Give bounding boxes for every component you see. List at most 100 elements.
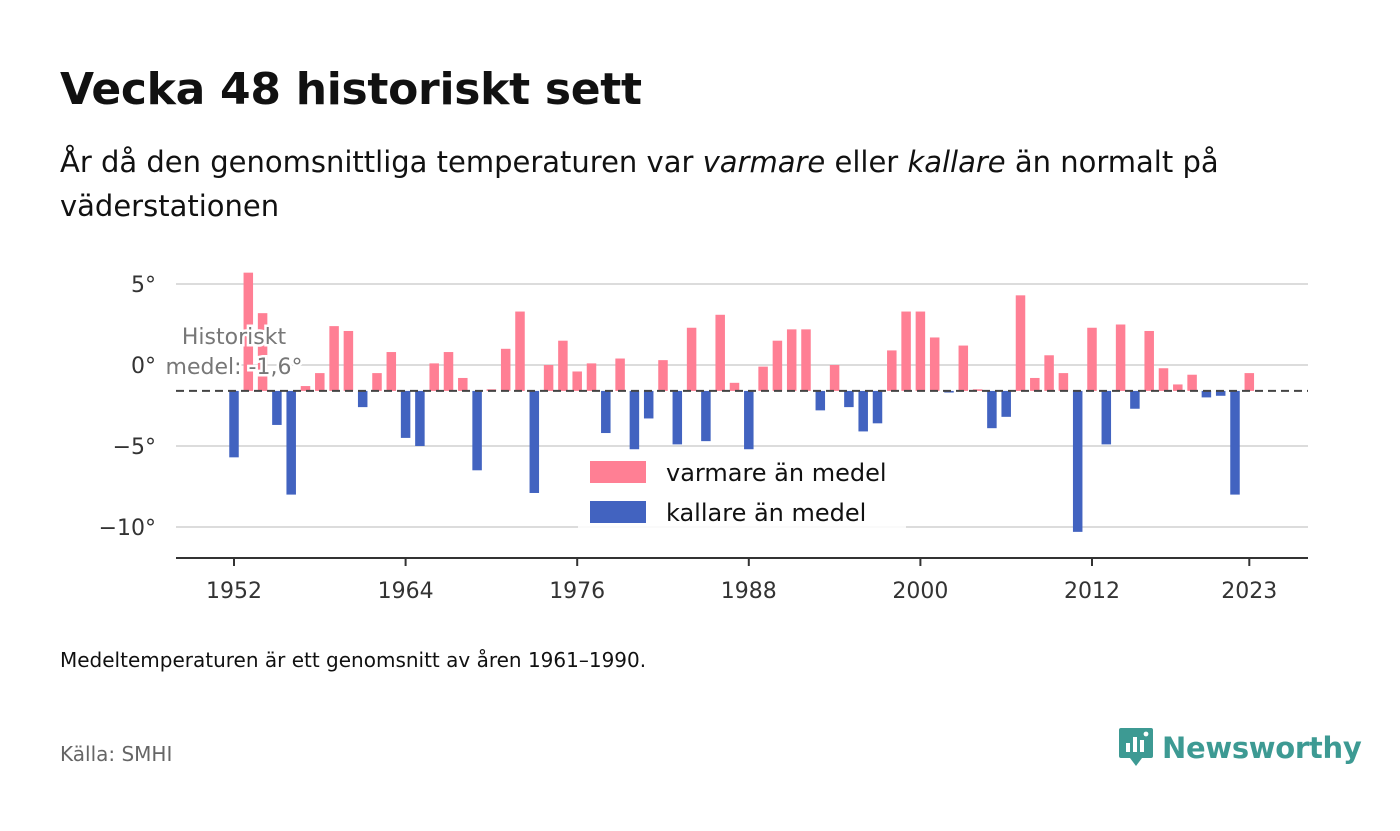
newsworthy-logo-icon (1119, 728, 1153, 766)
x-tick-label: 1952 (206, 579, 262, 604)
bar (529, 390, 540, 493)
legend-label: varmare än medel (666, 459, 887, 487)
bar (1244, 373, 1255, 391)
bar (901, 311, 911, 391)
page-subtitle: År då den genomsnittliga temperaturen va… (60, 140, 1340, 228)
bar (315, 373, 325, 391)
bar (458, 377, 468, 391)
y-tick-label: 0° (131, 354, 156, 379)
bar (744, 390, 754, 450)
bar (243, 272, 254, 391)
x-tick-label: 1988 (721, 579, 777, 604)
subtitle-text-2: eller (825, 145, 908, 179)
bar (915, 311, 926, 391)
bar (1072, 390, 1083, 532)
bar (443, 352, 454, 391)
bar (658, 360, 668, 391)
bar (715, 314, 725, 391)
subtitle-emphasis-colder: kallare (907, 145, 1006, 179)
bar (701, 390, 711, 442)
brand-logo: Newsworthy (1118, 726, 1362, 770)
legend-swatch (590, 461, 646, 483)
bar (1058, 373, 1069, 391)
subtitle-text-1: År då den genomsnittliga temperaturen va… (60, 145, 703, 179)
chart-note: Medeltemperaturen är ett genomsnitt av å… (60, 648, 647, 672)
bar (1201, 390, 1212, 398)
bar (500, 348, 511, 391)
bar (772, 340, 783, 391)
baseline-label: Historiskt (182, 325, 287, 350)
bar (987, 390, 997, 429)
bar-chart: 5° 0° −5° −10° Historiskt medel: -1,6° 1952 196… (99, 272, 1308, 604)
bar (858, 390, 868, 432)
bar (300, 386, 311, 391)
bar (1215, 390, 1226, 396)
x-tick-label: 1976 (549, 579, 605, 604)
bar (887, 350, 897, 391)
bar (1130, 390, 1140, 409)
bar (829, 365, 840, 391)
bar (815, 390, 826, 411)
baseline-label: medel: -1,6° (166, 355, 303, 380)
bar (615, 358, 625, 391)
y-tick-label: −5° (113, 435, 156, 460)
bar (672, 390, 683, 445)
bar (586, 363, 597, 391)
bar (1173, 384, 1183, 391)
bar (386, 352, 397, 391)
bar (1044, 355, 1054, 391)
bar (601, 390, 611, 434)
bar (400, 390, 411, 438)
bar (786, 329, 797, 391)
page-title: Vecka 48 historiskt sett (60, 64, 642, 115)
bar (801, 329, 811, 391)
bar (1115, 324, 1126, 391)
bar (415, 390, 425, 446)
y-tick-label: −10° (99, 516, 156, 541)
bar (1158, 368, 1169, 391)
bar (343, 330, 354, 391)
brand-name: Newsworthy (1162, 731, 1362, 765)
bar (1144, 330, 1154, 391)
bar (686, 327, 697, 391)
bar (286, 390, 296, 495)
bar (329, 326, 339, 391)
bar (272, 390, 282, 425)
bar (872, 390, 883, 424)
x-tick-label: 2000 (892, 579, 948, 604)
subtitle-emphasis-warmer: varmare (702, 145, 826, 179)
bar (257, 313, 268, 391)
subtitle-text-3: än normalt på väderstationen (60, 145, 1219, 223)
source-credit: Källa: SMHI (60, 742, 173, 766)
bar (1187, 374, 1197, 391)
bar (929, 337, 940, 391)
bar (543, 365, 554, 391)
bar (372, 373, 382, 391)
legend-swatch (590, 501, 646, 523)
legend-label: kallare än medel (666, 499, 866, 527)
bar (844, 390, 854, 408)
y-tick-label: 5° (131, 273, 156, 298)
bar (229, 390, 239, 458)
bar (972, 389, 983, 391)
bar (958, 345, 969, 391)
bar (1230, 390, 1240, 495)
bar (572, 371, 582, 391)
bar (1101, 390, 1112, 445)
bar (1030, 377, 1040, 391)
bar (515, 311, 525, 391)
bar (357, 390, 368, 408)
bar (558, 340, 568, 391)
bar (1015, 295, 1026, 391)
bar (758, 366, 768, 391)
x-tick-label: 2023 (1221, 579, 1277, 604)
bar (1001, 390, 1011, 417)
x-tick-label: 1964 (378, 579, 434, 604)
bar (629, 390, 640, 450)
bar (1087, 327, 1097, 391)
bar (729, 382, 740, 391)
x-tick-label: 2012 (1064, 579, 1120, 604)
bar (643, 390, 654, 419)
bar (472, 390, 482, 471)
bar (429, 363, 439, 391)
